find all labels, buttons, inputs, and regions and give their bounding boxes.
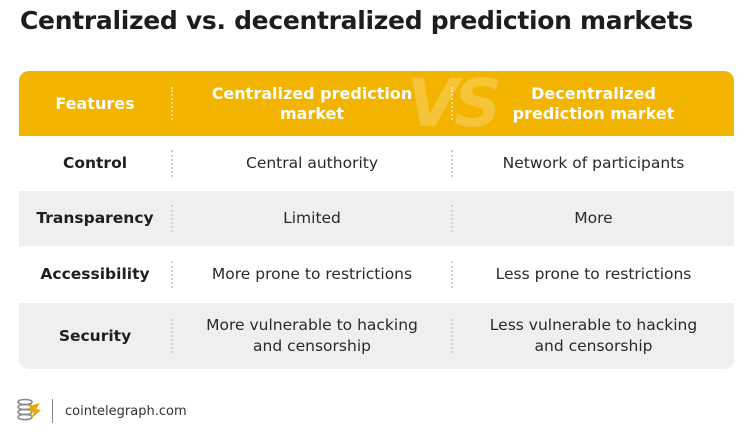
page-title: Centralized vs. decentralized prediction… xyxy=(20,6,693,35)
row-feature: Accessibility xyxy=(40,265,150,283)
header-decentralized: Decentralized prediction market xyxy=(512,83,675,123)
column-divider xyxy=(171,261,173,288)
table-row: Accessibility More prone to restrictions… xyxy=(19,246,734,303)
table-header: VS Features Centralized prediction marke… xyxy=(19,71,734,136)
column-divider xyxy=(451,87,453,120)
row-feature: Transparency xyxy=(36,209,154,227)
column-divider xyxy=(171,150,173,177)
row-feature: Control xyxy=(62,154,128,172)
row-centralized: More vulnerable to hacking and censorshi… xyxy=(206,316,418,355)
row-decentralized: More xyxy=(574,209,613,227)
row-decentralized: Network of participants xyxy=(502,154,685,172)
column-divider xyxy=(171,319,173,353)
footer-brand: cointelegraph.com xyxy=(65,403,187,419)
footer: cointelegraph.com xyxy=(16,396,187,426)
row-centralized: More prone to restrictions xyxy=(211,265,413,283)
table-row: Security More vulnerable to hacking and … xyxy=(19,303,734,369)
column-divider xyxy=(451,261,453,288)
column-divider xyxy=(171,87,173,120)
cointelegraph-logo-icon xyxy=(16,397,42,425)
row-centralized: Central authority xyxy=(246,154,378,172)
column-divider xyxy=(451,319,453,353)
comparison-table: VS Features Centralized prediction marke… xyxy=(19,71,734,369)
column-divider xyxy=(171,205,173,232)
footer-separator xyxy=(52,399,53,423)
table-row: Control Central authority Network of par… xyxy=(19,136,734,191)
header-centralized: Centralized prediction market xyxy=(211,83,413,123)
column-divider xyxy=(451,150,453,177)
table-row: Transparency Limited More xyxy=(19,191,734,246)
row-decentralized: Less prone to restrictions xyxy=(495,265,692,283)
row-centralized: Limited xyxy=(283,209,341,227)
row-decentralized: Less vulnerable to hacking and censorshi… xyxy=(489,316,698,355)
header-features: Features xyxy=(55,93,135,113)
row-feature: Security xyxy=(58,326,132,345)
vs-watermark: VS xyxy=(407,71,502,136)
column-divider xyxy=(451,205,453,232)
